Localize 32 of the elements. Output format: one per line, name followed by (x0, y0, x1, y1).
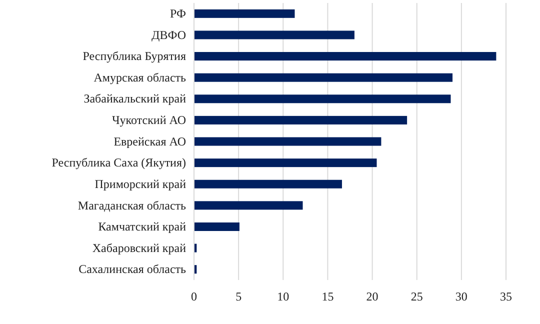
bar (194, 201, 303, 210)
bar (194, 222, 240, 231)
bar (194, 137, 382, 146)
y-tick-label: Магаданская область (78, 198, 187, 212)
bar (194, 180, 342, 188)
y-tick-label: Хабаровский край (92, 240, 187, 255)
bar (194, 9, 295, 18)
x-tick-label: 15 (322, 290, 334, 304)
y-tick-label: Республика Саха (Якутия) (52, 156, 186, 170)
y-tick-label: Чукотский АО (112, 113, 186, 128)
y-tick-label: Приморский край (94, 176, 187, 191)
x-tick-label: 35 (500, 290, 512, 304)
x-tick-label: 10 (277, 290, 290, 304)
x-tick-label: 30 (455, 290, 468, 304)
y-tick-label: Забайкальский край (84, 92, 187, 106)
bar (194, 116, 408, 124)
y-tick-label: РФ (170, 6, 186, 20)
y-tick-label: Амурская область (94, 70, 187, 84)
y-tick-label: Республика Бурятия (82, 49, 186, 64)
x-tick-label: 0 (191, 290, 197, 304)
bar (194, 94, 451, 104)
x-tick-label: 5 (236, 290, 242, 304)
bar (194, 73, 453, 82)
y-tick-label: Камчатский край (98, 220, 187, 234)
y-tick-label: Еврейская АО (114, 134, 186, 148)
x-tick-label: 25 (410, 290, 423, 304)
bar (194, 30, 354, 40)
y-tick-label: ДВФО (152, 28, 186, 42)
x-tick-label: 20 (366, 290, 378, 304)
y-tick-label: Сахалинская область (78, 262, 187, 276)
bar (194, 52, 496, 61)
bar (194, 158, 377, 168)
